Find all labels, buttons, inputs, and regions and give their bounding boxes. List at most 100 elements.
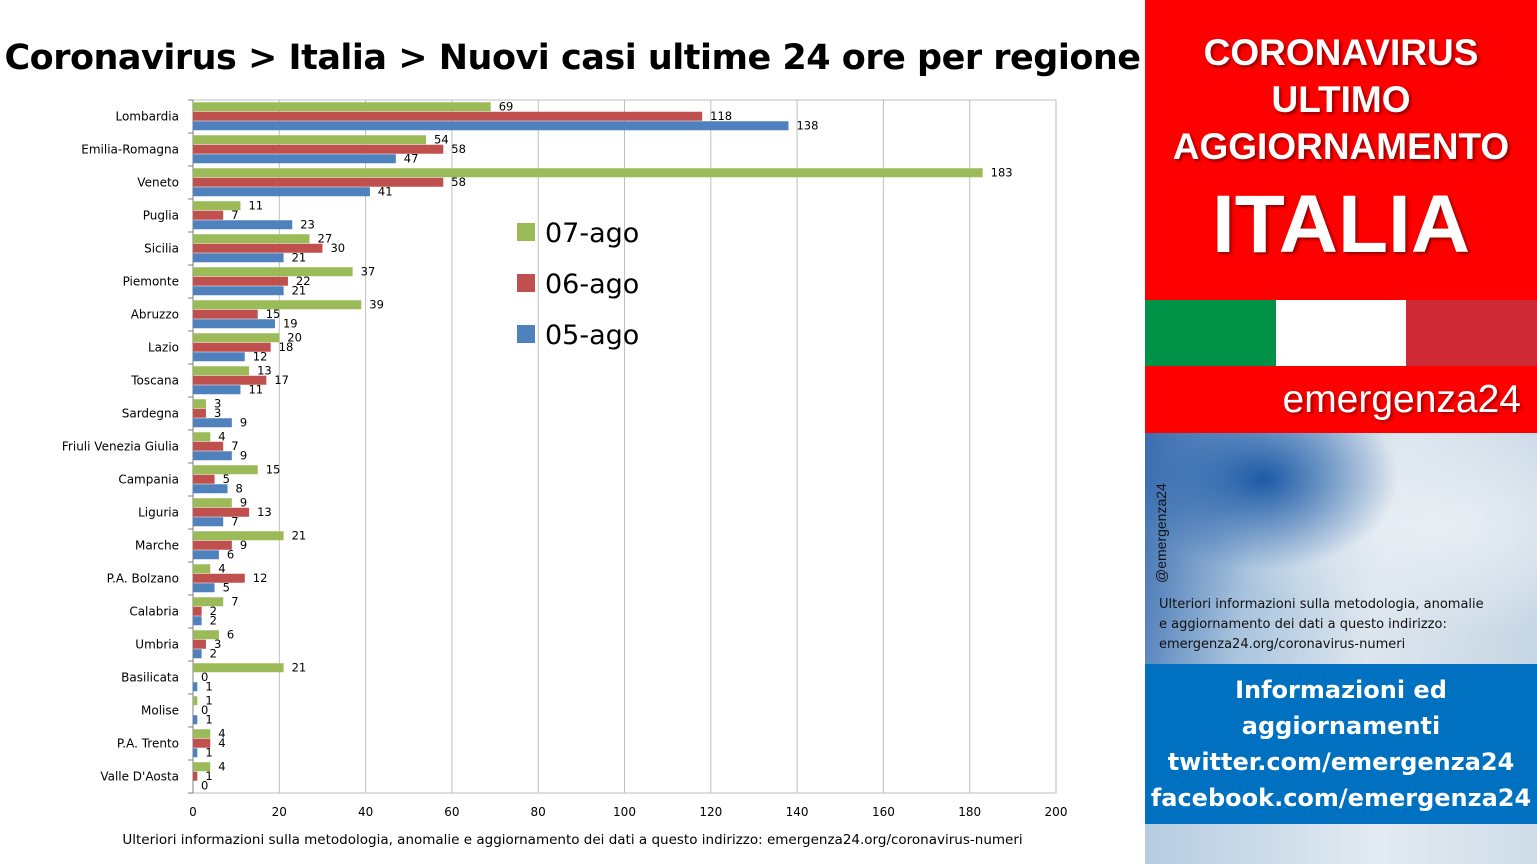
- data-label: 20: [287, 330, 302, 344]
- data-label: 39: [369, 297, 384, 311]
- data-label: 2: [210, 613, 217, 627]
- category-label: Abruzzo: [131, 308, 179, 322]
- category-label: Toscana: [130, 374, 179, 388]
- category-labels: Lombardia Emilia-Romagna Veneto Puglia Sicil…: [62, 110, 179, 784]
- bar: [193, 583, 215, 593]
- legend-label: 05-ago: [545, 320, 639, 351]
- data-label: 183: [991, 165, 1013, 179]
- data-label: 21: [292, 283, 307, 297]
- legend-swatch: [517, 325, 535, 343]
- social-handle: @emergenza24: [1153, 483, 1169, 583]
- x-tick-label: 80: [531, 805, 546, 819]
- bar: [193, 187, 370, 197]
- x-tick-label: 160: [872, 805, 895, 819]
- category-label: Piemonte: [123, 275, 179, 289]
- info-box-line-2: aggiornamenti: [1241, 712, 1441, 740]
- facebook-link[interactable]: facebook.com/emergenza24: [1150, 784, 1532, 812]
- data-label: 6: [227, 547, 234, 561]
- x-tick-label: 40: [358, 805, 373, 819]
- data-label: 21: [292, 528, 307, 542]
- data-label: 2: [210, 604, 217, 618]
- bar: [193, 465, 258, 475]
- category-label: P.A. Bolzano: [107, 572, 179, 586]
- bar: [193, 498, 232, 508]
- bar: [193, 375, 267, 385]
- bar: [193, 738, 211, 748]
- x-tick-label: 60: [444, 805, 459, 819]
- category-label: Sicilia: [144, 242, 179, 256]
- category-label: Sardegna: [122, 407, 179, 421]
- x-tick-label: 180: [958, 805, 981, 819]
- bar: [193, 352, 245, 362]
- data-label: 15: [266, 462, 281, 476]
- category-label: Emilia-Romagna: [81, 143, 179, 157]
- data-label: 7: [231, 439, 238, 453]
- bar: [193, 507, 250, 517]
- data-labels: 6911813854584718358411172327302137222139…: [201, 99, 1013, 792]
- data-label: 4: [218, 726, 225, 740]
- legend-swatch: [517, 223, 535, 241]
- data-label: 138: [796, 118, 818, 132]
- bar: [193, 286, 284, 296]
- headline-country: ITALIA: [1211, 179, 1471, 270]
- info-line-1: Ulteriori informazioni sulla metodologia…: [1159, 597, 1484, 612]
- data-label: 9: [240, 415, 247, 429]
- data-label: 12: [253, 349, 268, 363]
- category-label: Valle D'Aosta: [100, 770, 179, 784]
- data-label: 11: [248, 382, 263, 396]
- bar: [193, 451, 232, 461]
- category-label: Marche: [135, 539, 179, 553]
- x-tick-label: 20: [272, 805, 287, 819]
- info-box: Informazioni ed aggiornamenti twitter.co…: [1145, 664, 1537, 824]
- bar: [193, 564, 211, 574]
- data-label: 23: [300, 217, 315, 231]
- bar: [193, 168, 983, 178]
- background-photo: @emergenza24 Ulteriori informazioni sull…: [1145, 433, 1537, 664]
- x-tick-labels: 0 20 40 60 80 100 120 140 160 180 200: [189, 805, 1067, 819]
- bar: [193, 606, 202, 616]
- data-label: 37: [361, 264, 376, 278]
- bar: [193, 432, 211, 442]
- x-tick-label: 0: [189, 805, 197, 819]
- data-label: 7: [231, 514, 238, 528]
- data-label: 11: [248, 198, 263, 212]
- data-label: 4: [218, 429, 225, 443]
- flag-red-stripe: [1406, 300, 1537, 366]
- bar: [193, 111, 703, 121]
- bar: [193, 201, 241, 211]
- x-tick-label: 200: [1045, 805, 1068, 819]
- data-label: 30: [330, 241, 345, 255]
- bar: [193, 550, 219, 560]
- twitter-link[interactable]: twitter.com/emergenza24: [1167, 748, 1515, 776]
- headline-box: CORONAVIRUS ULTIMO AGGIORNAMENTO ITALIA: [1145, 0, 1537, 300]
- brand-bar: emergenza24: [1145, 366, 1537, 433]
- bar: [193, 441, 224, 451]
- bar: [193, 715, 198, 725]
- bar: [193, 649, 202, 659]
- data-label: 47: [404, 151, 419, 165]
- data-label: 1: [205, 693, 212, 707]
- bar: [193, 474, 215, 484]
- bar: [193, 517, 224, 527]
- data-label: 9: [240, 495, 247, 509]
- data-label: 22: [296, 274, 311, 288]
- category-label: Campania: [118, 473, 179, 487]
- bar: [193, 177, 444, 187]
- headline-line-3: AGGIORNAMENTO: [1172, 126, 1510, 167]
- flag-white-stripe: [1275, 300, 1407, 366]
- headline-line-1: CORONAVIRUS: [1203, 32, 1479, 73]
- gridlines: [188, 99, 1057, 794]
- data-label: 58: [451, 175, 466, 189]
- data-label: 0: [201, 670, 208, 684]
- bar: [193, 243, 323, 253]
- category-label: Liguria: [138, 506, 179, 520]
- data-label: 21: [292, 660, 307, 674]
- category-label: Molise: [141, 704, 179, 718]
- bar: [193, 531, 284, 541]
- data-label: 17: [274, 373, 289, 387]
- data-label: 3: [214, 396, 221, 410]
- category-label: Lombardia: [115, 110, 179, 124]
- bottom-photo: [1145, 824, 1537, 864]
- info-line-3: emergenza24.org/coronavirus-numeri: [1159, 637, 1406, 652]
- bar: [193, 597, 224, 607]
